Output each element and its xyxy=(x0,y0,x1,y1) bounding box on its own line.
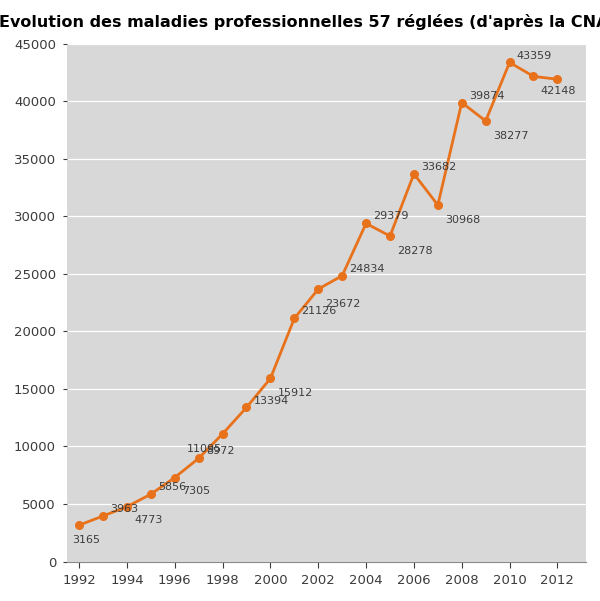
Text: 3165: 3165 xyxy=(72,535,100,545)
Text: 39874: 39874 xyxy=(469,91,505,100)
Text: 23672: 23672 xyxy=(325,299,361,309)
Text: 28278: 28278 xyxy=(397,246,433,256)
Text: 24834: 24834 xyxy=(349,264,385,274)
Text: 42148: 42148 xyxy=(541,87,576,96)
Text: 33682: 33682 xyxy=(421,162,457,172)
Text: 15912: 15912 xyxy=(278,388,313,398)
Text: 7305: 7305 xyxy=(182,486,210,496)
Text: 4773: 4773 xyxy=(134,516,163,525)
Text: 29379: 29379 xyxy=(373,212,409,222)
Text: 8972: 8972 xyxy=(206,447,235,456)
Text: 11095: 11095 xyxy=(187,444,222,454)
Text: 3963: 3963 xyxy=(110,504,138,514)
Text: 43359: 43359 xyxy=(517,50,552,61)
Text: 21126: 21126 xyxy=(302,307,337,317)
Text: 5856: 5856 xyxy=(158,482,186,492)
Text: 38277: 38277 xyxy=(493,131,529,141)
Text: 13394: 13394 xyxy=(254,395,289,406)
Title: Evolution des maladies professionnelles 57 réglées (d'après la CNAMTS): Evolution des maladies professionnelles … xyxy=(0,14,600,30)
Text: 30968: 30968 xyxy=(445,215,480,225)
